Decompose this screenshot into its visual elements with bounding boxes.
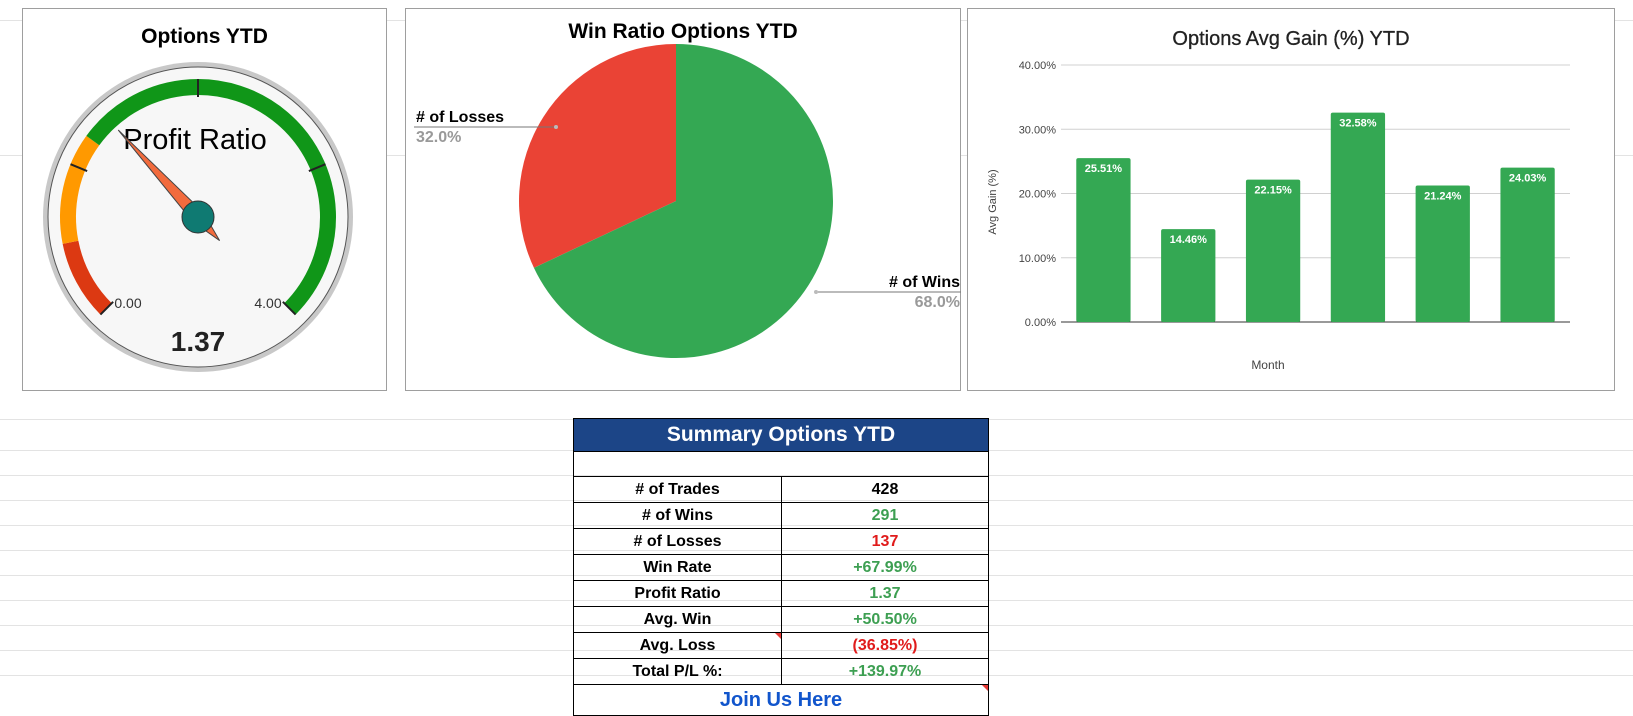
summary-title: Summary Options YTD <box>574 419 988 451</box>
sheet-gridline <box>0 625 1633 626</box>
summary-row: # of Wins 291 <box>574 502 988 528</box>
summary-row-label: Profit Ratio <box>574 581 782 606</box>
bar-x-axis-label: Month <box>1251 358 1284 372</box>
summary-row-value: +67.99% <box>853 559 917 576</box>
sheet-gridline <box>0 500 1633 501</box>
sheet-gridline <box>0 675 1633 676</box>
summary-table: Summary Options YTD # of Trades 428 # of… <box>573 418 989 716</box>
pie-leader-dot-wins <box>814 290 818 294</box>
sheet-gridline <box>0 550 1633 551</box>
summary-row-label-text: Avg. Loss <box>639 637 716 654</box>
summary-row-value: +50.50% <box>853 611 917 628</box>
bar-data-label: 14.46% <box>1170 234 1208 246</box>
bar-data-label: 25.51% <box>1085 163 1123 175</box>
summary-blank-row <box>574 451 988 476</box>
bar-data-label: 21.24% <box>1424 191 1462 203</box>
gauge-svg: Profit Ratio 0.00 4.00 1.37 <box>43 62 353 372</box>
bar-month-4[interactable] <box>1330 112 1386 323</box>
bar-y-tick-label: 10.00% <box>1019 253 1057 265</box>
join-link-row[interactable]: Join Us Here <box>574 684 988 715</box>
summary-row-value: 291 <box>871 507 899 524</box>
gauge-major-tick <box>70 163 88 173</box>
summary-row-label: # of Wins <box>574 503 782 528</box>
bar-month-5[interactable] <box>1415 185 1470 322</box>
bar-month-6[interactable] <box>1500 167 1555 322</box>
bar-y-axis-label: Avg Gain (%) <box>987 169 999 234</box>
pie-chart-panel[interactable]: Win Ratio Options YTD # of Losses 32.0% … <box>405 8 961 391</box>
sheet-gridline <box>0 525 1633 526</box>
summary-row-label: Avg. Loss <box>574 633 782 658</box>
gauge-major-tick <box>99 301 114 316</box>
bar-svg: 0.00% 10.00% 20.00% 30.00% 40.00% 25.51% 14.4… <box>987 60 1570 372</box>
summary-row: # of Losses 137 <box>574 528 988 554</box>
summary-row-value: 1.37 <box>869 585 901 602</box>
summary-row-value: 428 <box>871 481 899 498</box>
bar-data-label: 24.03% <box>1509 173 1547 185</box>
summary-row: Avg. Loss (36.85%) <box>574 632 988 658</box>
gauge-red-band <box>62 240 112 315</box>
bar-title: Options Avg Gain (%) YTD <box>1172 28 1410 50</box>
pie-label-wins: # of Wins <box>889 274 960 291</box>
summary-row: Profit Ratio 1.37 <box>574 580 988 606</box>
pie-label-losses: # of Losses <box>416 109 504 126</box>
summary-row-label: Avg. Win <box>574 607 782 632</box>
gauge-ticks <box>70 79 326 316</box>
gauge-min-label: 0.00 <box>114 295 141 311</box>
summary-rows: # of Trades 428 # of Wins 291 # of Losse… <box>574 476 988 684</box>
bar-y-tick-label: 20.00% <box>1019 189 1057 201</box>
gauge-value: 1.37 <box>171 326 226 357</box>
gauge-orange-band <box>60 135 100 244</box>
cell-note-marker[interactable] <box>982 685 988 691</box>
gauge-major-tick <box>282 301 297 316</box>
gauge-hub <box>181 200 215 234</box>
summary-row-value: (36.85%) <box>852 637 918 654</box>
cell-note-marker[interactable] <box>775 633 781 639</box>
bar-data-label: 22.15% <box>1254 185 1292 197</box>
pie-title: Win Ratio Options YTD <box>568 20 798 43</box>
summary-row-label: # of Trades <box>574 477 782 502</box>
sheet-gridline <box>0 475 1633 476</box>
sheet-gridline <box>0 575 1633 576</box>
gauge-label: Profit Ratio <box>123 124 266 156</box>
summary-row: Total P/L %: +139.97% <box>574 658 988 684</box>
bar-month-1[interactable] <box>1076 158 1131 322</box>
summary-row: # of Trades 428 <box>574 476 988 502</box>
pie-percent-wins: 68.0% <box>915 294 960 311</box>
summary-row: Win Rate +67.99% <box>574 554 988 580</box>
bar-marks: 25.51% 14.46% 22.15% 32.58% 21.24% 24.03% <box>1076 112 1555 323</box>
pie-percent-losses: 32.0% <box>416 129 461 146</box>
bar-month-2[interactable] <box>1161 229 1216 322</box>
summary-row-value: 137 <box>871 533 899 550</box>
bar-chart-panel[interactable]: Options Avg Gain (%) YTD 0.00% 10.00% 20.0… <box>967 8 1615 391</box>
bar-y-tick-label: 0.00% <box>1025 317 1056 329</box>
gauge-max-label: 4.00 <box>254 295 281 311</box>
pie-leader-dot-losses <box>554 125 558 129</box>
bar-gridlines: 0.00% 10.00% 20.00% 30.00% 40.00% <box>1019 60 1570 329</box>
pie-slice-wins[interactable] <box>533 44 833 358</box>
summary-row-label: # of Losses <box>574 529 782 554</box>
pie-slice-losses[interactable] <box>519 44 676 268</box>
bar-data-label: 32.58% <box>1339 118 1377 130</box>
gauge-green-band <box>86 79 336 315</box>
summary-row-value: +139.97% <box>848 663 922 680</box>
bar-y-tick-label: 40.00% <box>1019 60 1057 72</box>
gauge-major-tick <box>308 163 326 173</box>
pie-svg: # of Losses 32.0% # of Wins 68.0% <box>414 44 961 358</box>
summary-row: Avg. Win +50.50% <box>574 606 988 632</box>
summary-row-label: Total P/L %: <box>574 659 782 684</box>
bar-y-tick-label: 30.00% <box>1019 124 1057 136</box>
gauge-chart-panel[interactable]: Options YTD Profit Ratio 0.00 4.00 1.37 <box>22 8 387 391</box>
sheet-gridline <box>0 600 1633 601</box>
gauge-title: Options YTD <box>141 25 268 48</box>
join-link[interactable]: Join Us Here <box>719 689 843 711</box>
bar-month-3[interactable] <box>1245 179 1301 322</box>
sheet-gridline <box>0 650 1633 651</box>
summary-row-label: Win Rate <box>574 555 782 580</box>
